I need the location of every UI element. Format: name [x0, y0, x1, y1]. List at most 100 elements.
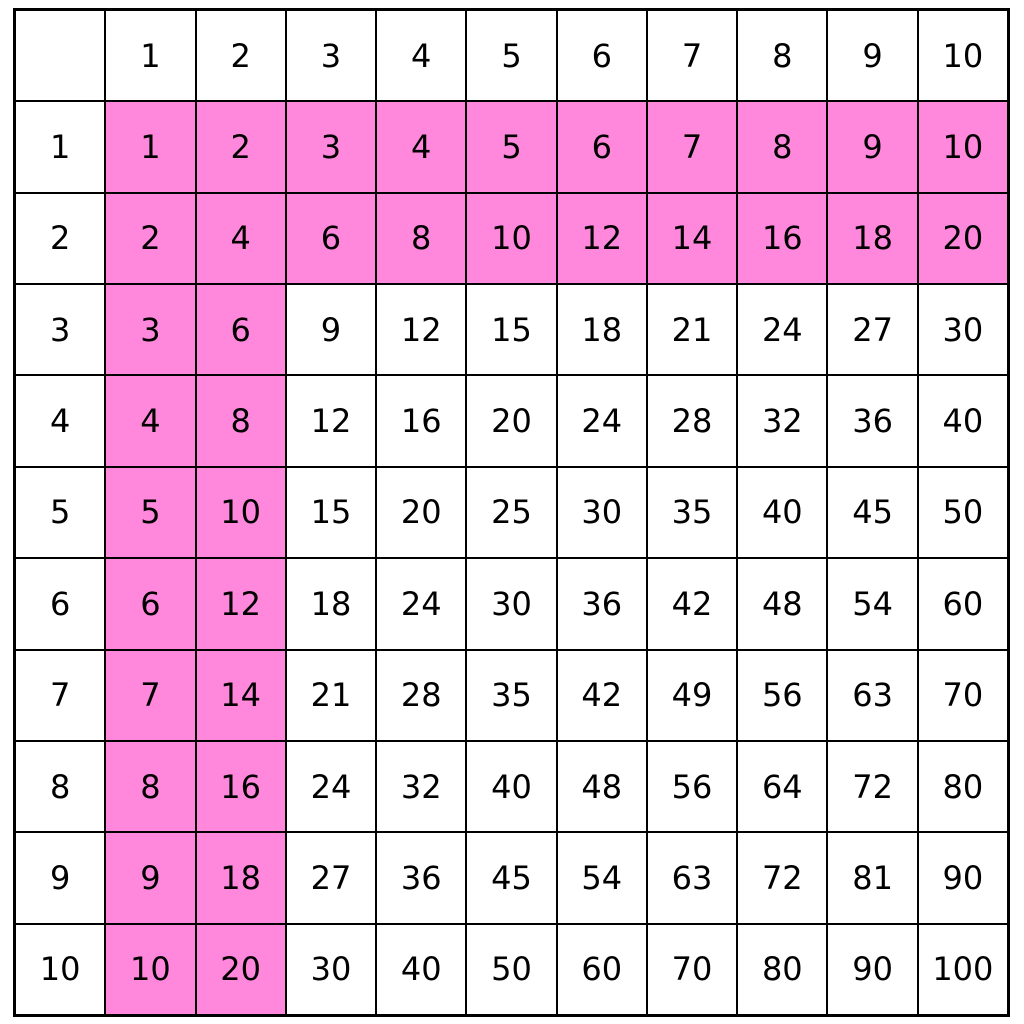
product-cell: 4 [105, 375, 196, 467]
product-cell: 18 [195, 832, 286, 924]
product-cell: 5 [466, 101, 557, 193]
product-cell: 20 [195, 923, 286, 1015]
product-cell: 10 [917, 101, 1008, 193]
product-cell: 24 [737, 284, 828, 376]
product-cell: 4 [195, 192, 286, 285]
row-header: 9 [15, 832, 106, 924]
product-cell: 54 [556, 832, 647, 924]
column-header: 9 [827, 10, 918, 102]
row-header: 6 [15, 558, 106, 650]
product-cell: 20 [466, 375, 557, 467]
product-cell: 27 [827, 284, 918, 376]
product-cell: 72 [737, 832, 828, 924]
column-header: 1 [105, 10, 196, 102]
product-cell: 18 [285, 558, 377, 650]
product-cell: 16 [195, 740, 286, 833]
product-cell: 3 [285, 101, 377, 193]
column-header: 2 [195, 10, 286, 102]
column-header: 4 [376, 10, 467, 102]
product-cell: 3 [105, 284, 196, 376]
row-header: 8 [15, 740, 106, 833]
product-cell: 12 [285, 375, 377, 467]
product-cell: 45 [827, 466, 918, 559]
product-cell: 30 [466, 558, 557, 650]
product-cell: 15 [285, 466, 377, 559]
product-cell: 48 [737, 558, 828, 650]
product-cell: 56 [737, 649, 828, 741]
column-header: 3 [285, 10, 377, 102]
product-cell: 90 [917, 832, 1008, 924]
product-cell: 12 [556, 192, 647, 285]
product-cell: 20 [376, 466, 467, 559]
product-cell: 28 [376, 649, 467, 741]
product-cell: 35 [466, 649, 557, 741]
corner-cell [15, 10, 106, 102]
product-cell: 60 [556, 923, 647, 1015]
column-header: 10 [917, 10, 1008, 102]
row-header: 3 [15, 284, 106, 376]
product-cell: 36 [556, 558, 647, 650]
product-cell: 30 [917, 284, 1008, 376]
product-cell: 10 [195, 466, 286, 559]
column-header: 5 [466, 10, 557, 102]
column-header: 8 [737, 10, 828, 102]
product-cell: 54 [827, 558, 918, 650]
product-cell: 2 [195, 101, 286, 193]
product-cell: 6 [105, 558, 196, 650]
product-cell: 60 [917, 558, 1008, 650]
product-cell: 42 [556, 649, 647, 741]
row-header: 10 [15, 923, 106, 1015]
product-cell: 35 [646, 466, 738, 559]
product-cell: 25 [466, 466, 557, 559]
product-cell: 6 [285, 192, 377, 285]
product-cell: 63 [646, 832, 738, 924]
product-cell: 64 [737, 740, 828, 833]
product-cell: 16 [376, 375, 467, 467]
product-cell: 16 [737, 192, 828, 285]
product-cell: 50 [466, 923, 557, 1015]
product-cell: 8 [737, 101, 828, 193]
product-cell: 70 [646, 923, 738, 1015]
product-cell: 2 [105, 192, 196, 285]
product-cell: 4 [376, 101, 467, 193]
product-cell: 9 [285, 284, 377, 376]
product-cell: 42 [646, 558, 738, 650]
product-cell: 48 [556, 740, 647, 833]
row-header: 1 [15, 101, 106, 193]
product-cell: 27 [285, 832, 377, 924]
product-cell: 32 [737, 375, 828, 467]
product-cell: 72 [827, 740, 918, 833]
column-header: 6 [556, 10, 647, 102]
row-header: 5 [15, 466, 106, 559]
product-cell: 32 [376, 740, 467, 833]
product-cell: 20 [917, 192, 1008, 285]
product-cell: 12 [376, 284, 467, 376]
product-cell: 8 [105, 740, 196, 833]
product-cell: 15 [466, 284, 557, 376]
product-cell: 28 [646, 375, 738, 467]
product-cell: 56 [646, 740, 738, 833]
product-cell: 30 [285, 923, 377, 1015]
product-cell: 7 [105, 649, 196, 741]
product-cell: 8 [195, 375, 286, 467]
product-cell: 10 [466, 192, 557, 285]
product-cell: 80 [737, 923, 828, 1015]
product-cell: 45 [466, 832, 557, 924]
product-cell: 24 [556, 375, 647, 467]
product-cell: 63 [827, 649, 918, 741]
product-cell: 40 [737, 466, 828, 559]
product-cell: 40 [917, 375, 1008, 467]
row-header: 2 [15, 192, 106, 285]
product-cell: 8 [376, 192, 467, 285]
product-cell: 24 [376, 558, 467, 650]
column-header: 7 [646, 10, 738, 102]
product-cell: 21 [285, 649, 377, 741]
product-cell: 1 [105, 101, 196, 193]
product-cell: 30 [556, 466, 647, 559]
product-cell: 7 [646, 101, 738, 193]
product-cell: 40 [376, 923, 467, 1015]
product-cell: 9 [827, 101, 918, 193]
product-cell: 18 [556, 284, 647, 376]
product-cell: 6 [556, 101, 647, 193]
